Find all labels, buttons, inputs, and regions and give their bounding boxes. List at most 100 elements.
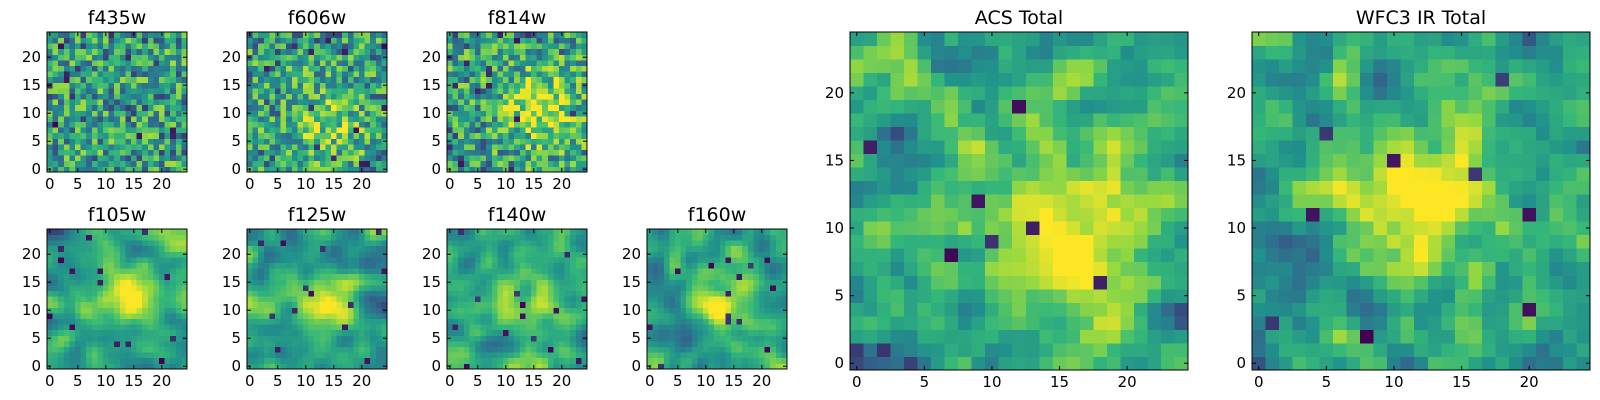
heatmap-cell — [86, 60, 93, 66]
heatmap-cell — [508, 60, 515, 66]
heatmap-cell — [486, 54, 493, 61]
heatmap-cell — [114, 357, 121, 364]
heatmap-cell — [331, 290, 337, 297]
heatmap-cell — [708, 307, 715, 314]
heatmap-cell — [764, 363, 771, 370]
heatmap-cell — [508, 132, 515, 139]
heatmap-cell — [353, 155, 360, 162]
heatmap-cell — [136, 262, 143, 269]
heatmap-cell — [375, 60, 382, 66]
heatmap-cell — [503, 290, 509, 297]
heatmap-cell — [119, 127, 126, 134]
heatmap-cell — [508, 240, 515, 247]
heatmap-cell — [125, 357, 132, 364]
heatmap-cell — [463, 318, 470, 325]
heatmap-cell — [753, 346, 760, 353]
heatmap-cell — [286, 329, 293, 336]
heatmap-cell — [325, 341, 332, 347]
heatmap-cell — [570, 99, 577, 106]
heatmap-cell — [280, 234, 287, 241]
heatmap-cell — [680, 335, 687, 342]
heatmap-cell — [581, 229, 588, 235]
heatmap-cell — [475, 155, 481, 162]
y-tick-label: 15 — [222, 273, 241, 291]
heatmap-cell — [542, 82, 549, 89]
heatmap-cell — [998, 288, 1013, 303]
heatmap-cell — [336, 32, 343, 38]
heatmap-cell — [286, 82, 293, 89]
heatmap-cell — [575, 138, 582, 145]
heatmap-cell — [525, 99, 532, 106]
heatmap-cell — [1066, 315, 1081, 330]
heatmap-cell — [359, 88, 365, 94]
heatmap-cell — [170, 341, 177, 347]
heatmap-cell — [931, 248, 946, 263]
heatmap-cell — [458, 110, 465, 117]
heatmap-cell — [131, 82, 137, 89]
heatmap-cell — [314, 88, 321, 94]
heatmap-cell — [863, 194, 878, 209]
heatmap-cell — [119, 60, 126, 66]
heatmap-cell — [652, 245, 659, 252]
heatmap-cell — [136, 329, 143, 336]
heatmap-cell — [80, 240, 87, 247]
heatmap-cell — [319, 82, 326, 89]
heatmap-cell — [536, 273, 543, 280]
heatmap-cell — [531, 88, 537, 94]
heatmap-cell — [364, 60, 371, 66]
heatmap-cell — [325, 240, 332, 247]
heatmap-cell — [944, 221, 959, 236]
heatmap-cell — [553, 324, 560, 331]
heatmap-cell — [252, 335, 259, 342]
heatmap-cell — [125, 234, 132, 241]
heatmap-cell — [547, 144, 554, 150]
y-tick-label: 15 — [422, 273, 441, 291]
heatmap-cell — [364, 318, 371, 325]
heatmap-cell — [547, 127, 554, 134]
heatmap-cell — [770, 357, 777, 364]
heatmap-cell — [1025, 207, 1040, 222]
heatmap-cell — [286, 144, 293, 150]
heatmap-cell — [353, 99, 360, 106]
heatmap-cell — [547, 110, 554, 117]
heatmap-cell — [319, 132, 326, 139]
heatmap-cell — [353, 32, 360, 38]
heatmap-cell — [652, 234, 659, 241]
heatmap-cell — [463, 229, 470, 235]
heatmap-cell — [531, 104, 537, 111]
heatmap-cell — [359, 82, 365, 89]
heatmap-cell — [114, 273, 121, 280]
heatmap-cell — [570, 127, 577, 134]
heatmap-cell — [280, 251, 287, 258]
axes-frame — [246, 31, 388, 173]
heatmap-cell — [547, 54, 554, 61]
heatmap-cell — [736, 313, 743, 319]
heatmap-cell — [944, 329, 959, 344]
heatmap-cell — [508, 313, 515, 319]
heatmap-cell — [131, 335, 137, 342]
heatmap-cell — [725, 268, 732, 275]
heatmap-cell — [252, 88, 259, 94]
heatmap-cell — [359, 251, 365, 258]
heatmap-cell — [247, 43, 253, 50]
heatmap-cell — [58, 251, 65, 258]
heatmap-cell — [170, 240, 177, 247]
heatmap-cell — [452, 318, 459, 325]
heatmap-cell — [1025, 180, 1040, 195]
x-tick-label: 15 — [524, 372, 543, 390]
heatmap-cell — [370, 65, 377, 72]
heatmap-cell — [581, 121, 588, 128]
heatmap-cell — [263, 76, 270, 83]
heatmap-cell — [58, 138, 65, 145]
heatmap-cell — [114, 324, 121, 331]
heatmap-cell — [547, 290, 554, 297]
heatmap-cell — [147, 116, 154, 122]
heatmap-cell — [497, 104, 504, 111]
heatmap-cell — [503, 149, 509, 156]
heatmap-cell — [486, 285, 493, 291]
heatmap-cell — [703, 290, 709, 297]
heatmap-cell — [319, 144, 326, 150]
heatmap-cell — [1039, 207, 1054, 222]
heatmap-cell — [531, 60, 537, 66]
heatmap-cell — [153, 335, 160, 342]
